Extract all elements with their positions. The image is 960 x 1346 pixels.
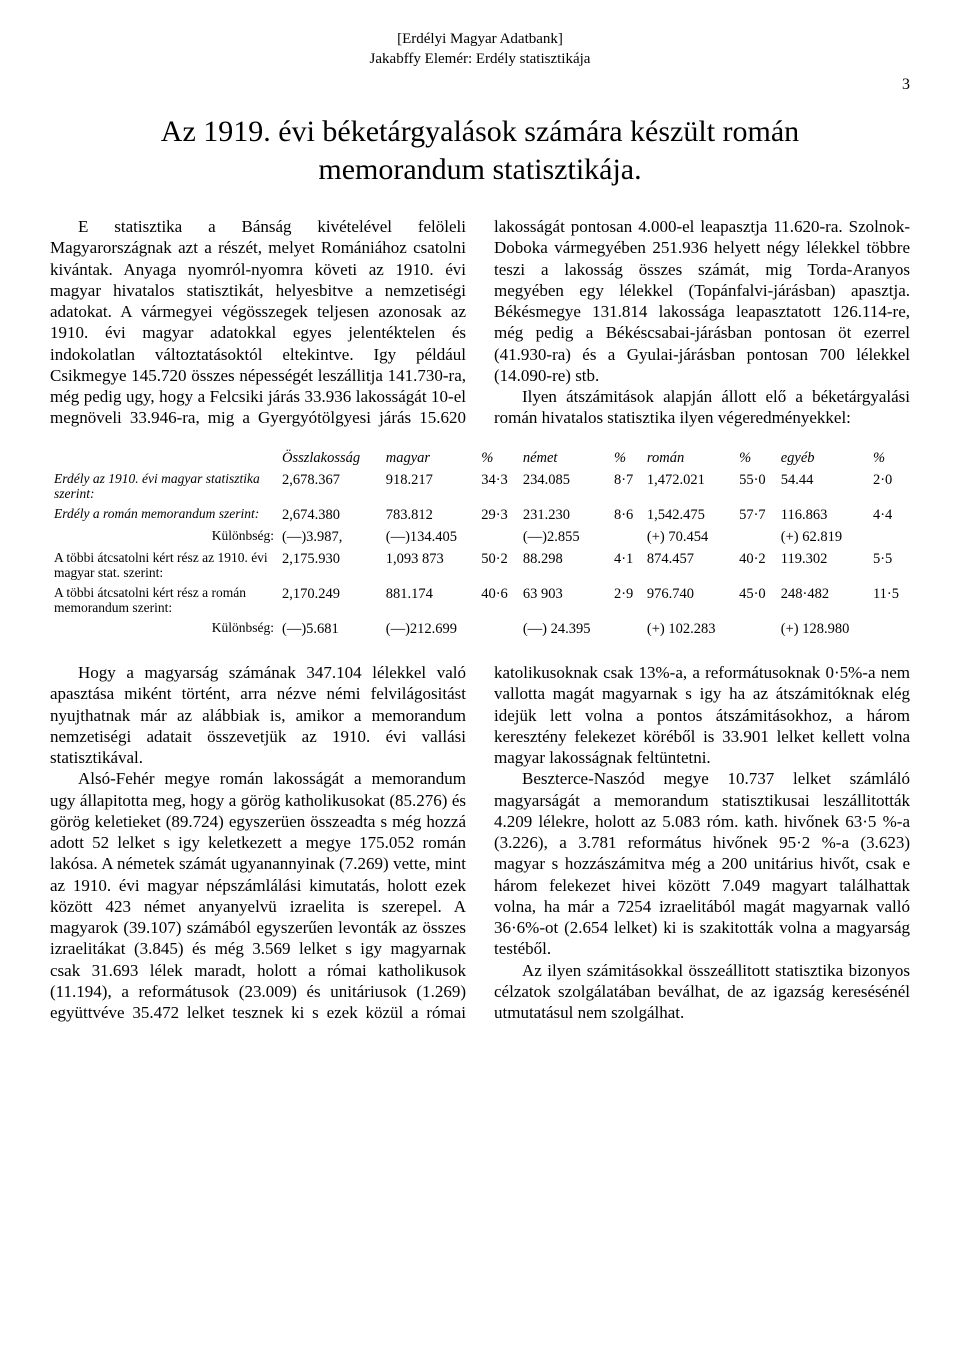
paragraph: Hogy a magyarság számának 347.104 lélekk… <box>50 662 466 768</box>
cell: 11·5 <box>869 583 910 618</box>
paragraph: Beszterce-Naszód megye 10.737 lelket szá… <box>494 768 910 959</box>
row-label: A többi átcsatolni kért rész az 1910. év… <box>50 548 278 583</box>
th-nemet-pct: % <box>610 447 643 469</box>
table-body: Erdély az 1910. évi magyar statisztika s… <box>50 469 910 640</box>
cell: 2·9 <box>610 583 643 618</box>
cell: (—)3.987, <box>278 526 382 548</box>
paragraph: Az ilyen számitásokkal összeállitott sta… <box>494 960 910 1024</box>
header-line-2: Jakabffy Elemér: Erdély statisztikája <box>50 50 910 70</box>
cell <box>735 526 777 548</box>
cell: 119.302 <box>777 548 869 583</box>
th-magyar-pct: % <box>477 447 519 469</box>
cell: 4·4 <box>869 504 910 526</box>
table-row: Erdély a román memorandum szerint: 2,674… <box>50 504 910 526</box>
cell: 2,678.367 <box>278 469 382 504</box>
table-row: A többi átcsatolni kért rész a román mem… <box>50 583 910 618</box>
cell: 29·3 <box>477 504 519 526</box>
body-top-columns: E statisztika a Bánság kivételével felöl… <box>50 216 910 429</box>
cell: 55·0 <box>735 469 777 504</box>
cell: 54.44 <box>777 469 869 504</box>
cell: 783.812 <box>382 504 477 526</box>
cell: (+) 102.283 <box>643 618 735 640</box>
statistics-table: Összlakosság magyar % német % román % eg… <box>50 447 910 641</box>
cell: 88.298 <box>519 548 610 583</box>
cell: 1,093 873 <box>382 548 477 583</box>
cell: (—)2.855 <box>519 526 610 548</box>
cell: 4·1 <box>610 548 643 583</box>
cell: 2,170.249 <box>278 583 382 618</box>
page-number: 3 <box>50 75 910 95</box>
paragraph: Ilyen átszámitások alapján állott elő a … <box>494 386 910 429</box>
row-label: Erdély az 1910. évi magyar statisztika s… <box>50 469 278 504</box>
table-header-row: Összlakosság magyar % német % román % eg… <box>50 447 910 469</box>
cell: 231.230 <box>519 504 610 526</box>
cell: 248·482 <box>777 583 869 618</box>
cell <box>869 618 910 640</box>
page: [Erdélyi Magyar Adatbank] Jakabffy Elemé… <box>0 0 960 1346</box>
table-row: A többi átcsatolni kért rész az 1910. év… <box>50 548 910 583</box>
table-row: Különbség: (—)3.987, (—)134.405 (—)2.855… <box>50 526 910 548</box>
body-bottom-columns: Hogy a magyarság számának 347.104 lélekk… <box>50 662 910 1023</box>
header-line-1: [Erdélyi Magyar Adatbank] <box>50 30 910 50</box>
cell: 50·2 <box>477 548 519 583</box>
row-label: Különbség: <box>50 618 278 640</box>
cell <box>735 618 777 640</box>
cell <box>477 618 519 640</box>
cell <box>610 618 643 640</box>
th-roman-pct: % <box>735 447 777 469</box>
cell: 116.863 <box>777 504 869 526</box>
cell: (+) 128.980 <box>777 618 869 640</box>
cell: 40·6 <box>477 583 519 618</box>
cell: 874.457 <box>643 548 735 583</box>
cell: 1,472.021 <box>643 469 735 504</box>
cell <box>610 526 643 548</box>
cell: 976.740 <box>643 583 735 618</box>
cell: 34·3 <box>477 469 519 504</box>
cell: 5·5 <box>869 548 910 583</box>
cell: 881.174 <box>382 583 477 618</box>
cell: 45·0 <box>735 583 777 618</box>
th-osszlakossag: Összlakosság <box>278 447 382 469</box>
cell: 2·0 <box>869 469 910 504</box>
cell: (—)212.699 <box>382 618 477 640</box>
row-label: Erdély a román memorandum szerint: <box>50 504 278 526</box>
cell: (—) 24.395 <box>519 618 610 640</box>
cell: (+) 62.819 <box>777 526 869 548</box>
table-row: Különbség: (—)5.681 (—)212.699 (—) 24.39… <box>50 618 910 640</box>
cell: 40·2 <box>735 548 777 583</box>
cell: (+) 70.454 <box>643 526 735 548</box>
running-header: [Erdélyi Magyar Adatbank] Jakabffy Elemé… <box>50 30 910 69</box>
th-roman: román <box>643 447 735 469</box>
cell: 234.085 <box>519 469 610 504</box>
cell: 63 903 <box>519 583 610 618</box>
cell: 2,674.380 <box>278 504 382 526</box>
page-title: Az 1919. évi béketárgyalások számára kés… <box>90 113 870 188</box>
th-egyeb: egyéb <box>777 447 869 469</box>
cell: (—)5.681 <box>278 618 382 640</box>
cell <box>869 526 910 548</box>
cell: 1,542.475 <box>643 504 735 526</box>
cell: 918.217 <box>382 469 477 504</box>
cell <box>477 526 519 548</box>
cell: 57·7 <box>735 504 777 526</box>
table: Összlakosság magyar % német % román % eg… <box>50 447 910 641</box>
cell: 8·6 <box>610 504 643 526</box>
th-egyeb-pct: % <box>869 447 910 469</box>
th-nemet: német <box>519 447 610 469</box>
row-label: A többi átcsatolni kért rész a román mem… <box>50 583 278 618</box>
row-label: Különbség: <box>50 526 278 548</box>
th-magyar: magyar <box>382 447 477 469</box>
th-label <box>50 447 278 469</box>
cell: 2,175.930 <box>278 548 382 583</box>
cell: (—)134.405 <box>382 526 477 548</box>
table-row: Erdély az 1910. évi magyar statisztika s… <box>50 469 910 504</box>
cell: 8·7 <box>610 469 643 504</box>
